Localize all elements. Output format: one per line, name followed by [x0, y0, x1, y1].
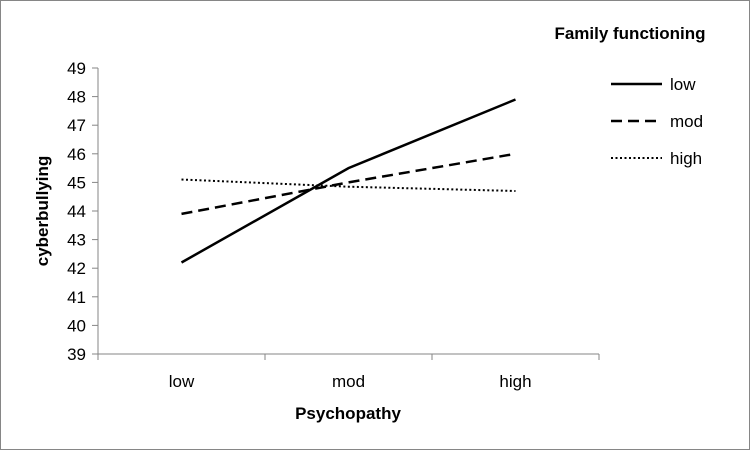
legend-title: Family functioning — [554, 24, 705, 43]
y-tick-label: 39 — [67, 345, 86, 364]
y-axis: 39 40 41 42 43 44 45 46 47 48 49 — [67, 59, 99, 364]
y-tick-label: 44 — [67, 202, 86, 221]
legend-label-high: high — [670, 149, 702, 168]
series-line-low — [180, 98, 516, 264]
series-line-mod — [181, 152, 516, 216]
x-axis: low mod high — [97, 353, 600, 391]
series-line-high — [181, 178, 516, 192]
y-tick-label: 46 — [67, 145, 86, 164]
series-lines — [180, 98, 516, 264]
legend-label-low: low — [670, 75, 696, 94]
y-tick-label: 41 — [67, 288, 86, 307]
x-tick-label: low — [169, 372, 195, 391]
y-tick-label: 47 — [67, 116, 86, 135]
legend-label-mod: mod — [670, 112, 703, 131]
x-axis-title: Psychopathy — [295, 404, 401, 423]
y-axis-title: cyberbullying — [33, 156, 52, 267]
y-tick-label: 40 — [67, 316, 86, 335]
y-tick-label: 42 — [67, 259, 86, 278]
x-tick-label: high — [499, 372, 531, 391]
y-tick-label: 43 — [67, 231, 86, 250]
y-tick-label: 49 — [67, 59, 86, 78]
legend: Family functioning low mod high — [554, 24, 705, 168]
y-tick-label: 48 — [67, 88, 86, 107]
y-tick-label: 45 — [67, 173, 86, 192]
x-tick-label: mod — [332, 372, 365, 391]
